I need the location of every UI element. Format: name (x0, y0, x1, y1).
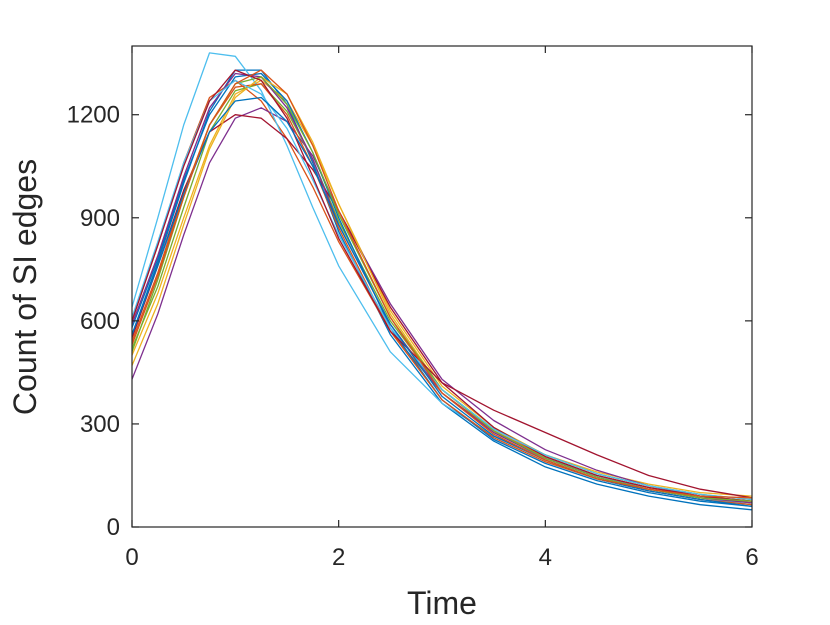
x-tick-label: 0 (125, 544, 138, 571)
y-tick-label: 1200 (67, 102, 120, 129)
y-tick-label: 600 (80, 308, 120, 335)
plot-area-background (132, 46, 752, 527)
y-tick-label: 0 (107, 514, 120, 541)
series-line-8 (132, 72, 752, 508)
y-tick-label: 300 (80, 411, 120, 438)
x-tick-label: 4 (539, 544, 552, 571)
x-tick-label: 6 (745, 544, 758, 571)
series-group (132, 52, 752, 511)
y-tick-label: 900 (80, 205, 120, 232)
series-line-16 (132, 69, 752, 499)
y-axis-label: Count of SI edges (7, 159, 43, 415)
ticks-group: 0 2 4 6 0 300 600 900 1200 (67, 46, 759, 571)
series-line-14 (132, 69, 752, 499)
x-tick-label: 2 (332, 544, 345, 571)
plot-frame (131, 45, 753, 528)
x-axis-label: Time (407, 585, 477, 621)
